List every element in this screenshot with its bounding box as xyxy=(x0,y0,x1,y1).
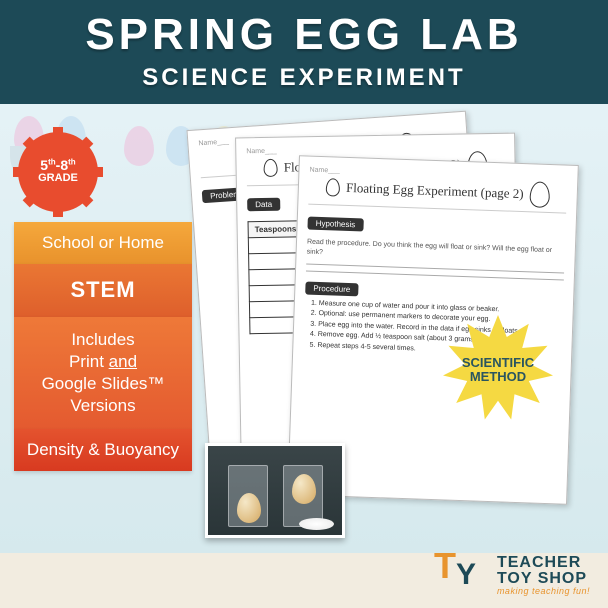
grade-level-badge: 5th-8th GRADE xyxy=(18,132,98,212)
feature-school-home: School or Home xyxy=(14,222,192,264)
brand-logo: TY TEACHERTOY SHOP making teaching fun! xyxy=(434,550,590,600)
hypothesis-text: Read the procedure. Do you think the egg… xyxy=(306,238,565,267)
logo-tagline: making teaching fun! xyxy=(497,587,590,596)
egg-icon xyxy=(237,493,261,523)
logo-mark-icon: TY xyxy=(434,550,489,600)
salt-pile-icon xyxy=(299,518,334,530)
subtitle: SCIENCE EXPERIMENT xyxy=(0,64,608,92)
egg-icon xyxy=(326,178,341,196)
burst-line1: SCIENTIFIC xyxy=(462,356,534,370)
gear-icon: 5th-8th GRADE xyxy=(18,132,98,212)
feature-stem: STEM xyxy=(14,264,192,317)
hypothesis-label: Hypothesis xyxy=(307,217,363,232)
header-band: SPRING EGG LAB SCIENCE EXPERIMENT xyxy=(0,0,608,104)
worksheet-previews: Name___ Floating Egg Experiment Problem … xyxy=(198,120,578,480)
beaker-icon xyxy=(228,465,268,527)
data-label: Data xyxy=(247,198,280,212)
experiment-photo xyxy=(205,443,345,538)
egg-icon xyxy=(292,474,316,504)
grade-range: 5th-8th xyxy=(38,158,78,172)
egg-icon xyxy=(529,181,550,208)
burst-line2: METHOD xyxy=(462,370,534,384)
feature-versions: Includes Print and Google Slides™ Versio… xyxy=(14,317,192,429)
procedure-label: Procedure xyxy=(305,281,358,296)
scientific-method-burst: SCIENTIFIC METHOD xyxy=(443,315,553,425)
product-cover: SPRING EGG LAB SCIENCE EXPERIMENT 5th-8t… xyxy=(0,0,608,608)
egg-icon xyxy=(264,159,278,177)
feature-density: Density & Buoyancy xyxy=(14,429,192,471)
feature-panel: School or Home STEM Includes Print and G… xyxy=(14,222,192,471)
main-title: SPRING EGG LAB xyxy=(0,10,608,60)
grade-label: GRADE xyxy=(38,172,78,185)
